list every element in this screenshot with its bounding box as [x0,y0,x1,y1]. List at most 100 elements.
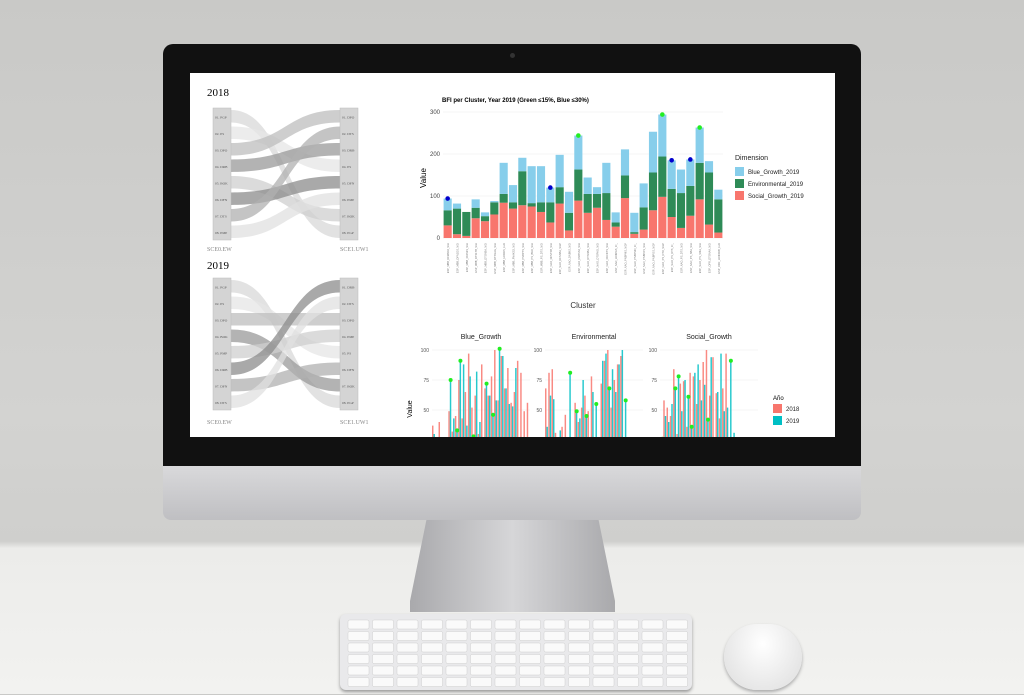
sankey-left-node: 05. PMP [215,351,227,355]
bar-2019 [460,361,461,437]
highlight-marker [455,428,459,432]
bar-2018 [497,400,498,437]
x-tick-label: ESP_NAO_PNBPOS_NGI [642,243,646,274]
sankey-left-node: 03. DPO [215,318,228,322]
bar-segment-blue_growth_2019 [500,163,508,194]
bar-2019 [479,422,480,437]
bar-segment-social_growth_2019 [565,230,573,238]
bar-2019 [509,404,510,437]
highlight-marker [498,347,502,351]
bar-segment-social_growth_2019 [714,233,722,238]
keyboard-key [422,678,443,687]
y-axis-label: Value [419,168,428,188]
bar-segment-social_growth_2019 [453,234,461,238]
keyboard-key [348,643,369,652]
sankey-right-node: 03. DRB [342,148,355,152]
legend-label: Blue_Growth_2019 [748,170,800,176]
bar-2018 [523,411,524,437]
bar-2019 [595,404,596,437]
sankey-left-node: 01. PGP [215,115,227,119]
keyboard-key [593,678,614,687]
highlight-marker [686,395,690,399]
keyboard-key [373,666,394,675]
bar-segment-environmental_2019 [612,222,620,226]
bar-2018 [458,380,459,437]
bar-2018 [607,350,608,437]
bar-2019 [602,361,603,437]
legend-label: Environmental_2019 [748,182,804,188]
keyboard-key [520,643,541,652]
bar-segment-social_growth_2019 [602,220,610,238]
bar-2019 [612,369,613,437]
sankey-2018-left-axis: SCE0.EW [207,247,232,253]
highlight-marker [669,158,674,163]
keyboard-key [446,678,467,687]
bar-segment-blue_growth_2019 [621,149,629,175]
bar-2019 [694,373,695,437]
sankey-right-node: 01. DPO [342,115,355,119]
highlight-marker [697,125,702,130]
bar-2018 [439,422,440,437]
sankey-right-node: 08. PGP [342,401,354,405]
x-tick-label: ESP_MBB_DTSNBA_NGI [484,243,488,274]
highlight-marker [491,413,495,417]
keyboard-key [667,643,688,652]
keyboard-key [495,632,516,641]
bar-2018 [673,369,674,437]
bar-2018 [517,361,518,437]
keyboard-key [569,678,590,687]
keyboard-key [373,678,394,687]
x-tick-label: ESP_NAO_PNBPMS_NGP [624,243,628,275]
keyboard-key [618,643,639,652]
keyboard-key [544,666,565,675]
keyboard-key [422,632,443,641]
bar-2018 [706,350,707,437]
bar-2018 [663,400,664,437]
keyboard-key [618,655,639,664]
keyboard-key [667,655,688,664]
bar-2019 [486,384,487,437]
x-tick-label: ESP_NAO_HOKPAS_IC_ [614,242,618,272]
monitor-chin [163,466,861,520]
sankey-right-node: 05. PS [342,351,351,355]
bar-2018 [686,427,687,437]
x-tick-label: ESP_MBB_PNBPTS_NGI [521,243,525,273]
stacked-bar-chart: BFI per Cluster, Year 2019 (Green ≤15%, … [419,98,804,310]
bar-2019 [569,373,570,437]
bar-2019 [678,376,679,437]
bar-2019 [433,434,434,437]
keyboard-key [569,620,590,629]
bar-segment-blue_growth_2019 [602,163,610,193]
sankey-right-node: 08. PGP [342,231,354,235]
bar-segment-social_growth_2019 [584,213,592,238]
sankey-left-node: 04. BOK [215,335,228,339]
bar-segment-social_growth_2019 [640,230,648,238]
bar-2019 [582,380,583,437]
y-tick-label: 50 [423,408,429,414]
y-tick-label: 75 [651,378,657,384]
legend-swatch [773,416,782,425]
keyboard-key [569,655,590,664]
bar-segment-social_growth_2019 [705,225,713,238]
x-tick-label: ESP_NAO_PS_SBA_NGI [689,243,693,273]
bar-2018 [545,388,546,437]
bar-2018 [481,364,482,437]
bar-segment-environmental_2019 [640,207,648,229]
bar-segment-environmental_2019 [500,194,508,203]
bar-2018 [604,361,605,437]
x-tick-label: ESP_MBB_PS_DTS_NGI [540,243,544,273]
bar-segment-social_growth_2019 [500,203,508,238]
keyboard-key [446,666,467,675]
highlight-marker [690,425,694,429]
bar-2018 [709,396,710,437]
bar-2019 [671,404,672,437]
bar-2019 [681,411,682,437]
bar-2018 [432,426,433,437]
keyboard-key [446,655,467,664]
bar-segment-environmental_2019 [453,209,461,235]
legend-title: Dimension [735,155,768,162]
sankey-left-node: 04. DRB [215,165,228,169]
bar-segment-environmental_2019 [574,170,582,201]
bar-segment-social_growth_2019 [546,222,554,238]
